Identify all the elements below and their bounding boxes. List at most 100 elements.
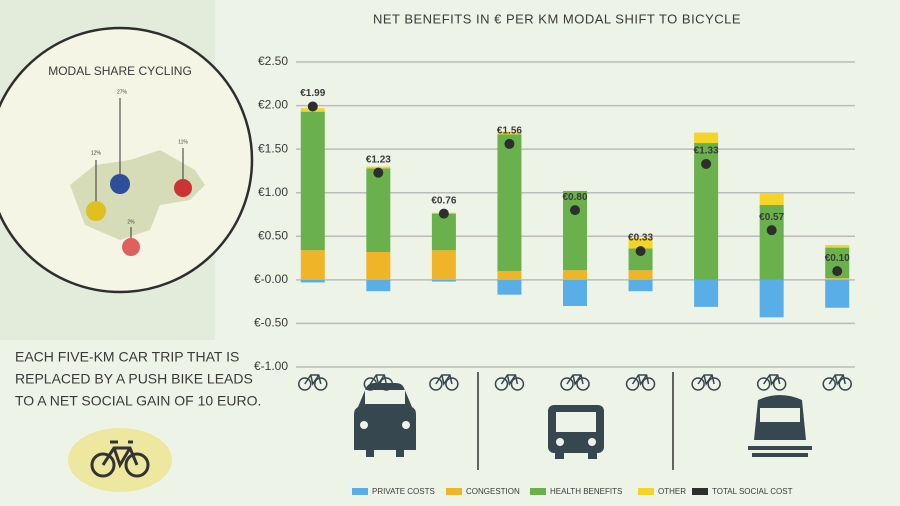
frame	[304, 374, 322, 386]
value-label: €0.33	[628, 233, 653, 244]
value-label: €0.80	[562, 192, 587, 203]
frame	[763, 374, 781, 386]
legend-label: PRIVATE COSTS	[372, 487, 435, 496]
bus-icon	[548, 405, 604, 459]
bike-icon	[822, 374, 852, 391]
legend-label: HEALTH BENEFITS	[550, 487, 622, 496]
frame	[828, 374, 846, 386]
wheel	[429, 377, 443, 391]
wheel	[838, 377, 852, 391]
value-label: €0.76	[431, 195, 456, 206]
total-dot	[307, 101, 318, 112]
flag-lu	[122, 238, 140, 256]
note-line: EACH FIVE-KM CAR TRIP THAT IS	[15, 349, 239, 365]
map-circle	[0, 26, 254, 294]
bar-segment	[563, 279, 587, 306]
bike-badge	[68, 428, 172, 492]
wheel	[625, 377, 640, 391]
map-label: 12%	[91, 150, 102, 156]
bar-segment	[300, 250, 325, 280]
bar-segment	[300, 279, 325, 283]
bar-segment	[628, 248, 653, 271]
wheel	[756, 377, 771, 391]
wheel	[494, 377, 509, 391]
map-label: 2%	[127, 219, 135, 225]
total-dot	[373, 167, 384, 178]
wheel	[707, 377, 721, 391]
frame	[369, 374, 388, 386]
frame	[435, 374, 453, 386]
bike-icon	[90, 440, 150, 478]
flag-nl	[110, 174, 130, 194]
legend-label: TOTAL SOCIAL COST	[712, 487, 793, 496]
bar-segment	[497, 271, 522, 280]
total-dot	[701, 158, 712, 169]
value-label: €0.10	[825, 253, 850, 264]
map-title: MODAL SHARE CYCLING	[48, 64, 192, 78]
total-dot	[766, 225, 777, 236]
bike-icon	[363, 374, 394, 391]
legend-swatch	[352, 488, 368, 495]
wheel	[641, 377, 656, 391]
total-dot	[504, 138, 515, 149]
total-dot	[832, 266, 843, 277]
wheel	[772, 377, 787, 391]
wheel	[314, 377, 328, 391]
note-line: REPLACED BY A PUSH BIKE LEADS	[15, 371, 253, 387]
bar-segment	[628, 270, 653, 280]
y-tick-label: €-1.00	[254, 359, 288, 373]
y-tick-label: €0.50	[258, 228, 288, 242]
y-tick-label: €1.00	[258, 185, 288, 199]
bar-segment	[825, 278, 850, 280]
frame	[631, 374, 650, 386]
wheel	[510, 377, 525, 391]
bar-segment	[628, 238, 653, 249]
map-label: 11%	[178, 139, 188, 145]
bar-segment	[431, 250, 456, 280]
bar-segment	[431, 279, 456, 282]
flag-ir	[174, 179, 192, 197]
y-tick-label: €-0.50	[254, 316, 288, 330]
bar-segment	[825, 245, 850, 248]
bar-segment	[431, 213, 456, 251]
bar-segment	[497, 134, 522, 272]
chart-title: NET BENEFITS IN € PER KM MODAL SHIFT TO …	[373, 11, 741, 26]
bike-icon	[298, 374, 328, 391]
legend-swatch	[530, 488, 546, 495]
bar-segment	[497, 131, 522, 135]
bar-segment	[628, 279, 653, 292]
bar-segment	[759, 204, 784, 280]
y-tick-label: €2.00	[258, 98, 288, 112]
frame	[566, 374, 584, 386]
legend-swatch	[692, 488, 708, 495]
legend-label: CONGESTION	[466, 487, 520, 496]
bike-icon	[494, 374, 525, 391]
wheel	[560, 377, 574, 391]
bar-segment	[825, 279, 850, 308]
total-dot	[635, 246, 646, 257]
bar-segment	[759, 193, 784, 205]
total-dot	[570, 205, 580, 216]
bar-segment	[366, 166, 391, 169]
train-icon	[748, 395, 812, 457]
bike-icon	[756, 374, 787, 391]
flag-be	[86, 201, 106, 221]
frame	[697, 374, 715, 386]
wheel	[576, 377, 590, 391]
value-label: €1.33	[694, 146, 719, 157]
wheel	[379, 377, 394, 391]
bar-segment	[300, 111, 325, 251]
bar-segment	[366, 279, 391, 292]
legend-swatch	[638, 488, 654, 495]
value-label: €0.57	[759, 212, 784, 223]
bike-icon	[429, 374, 459, 391]
y-tick-label: €-0.00	[254, 272, 288, 286]
separators	[477, 372, 674, 470]
bike-icon	[625, 374, 656, 391]
bar-segment	[759, 279, 784, 318]
total-dot	[438, 208, 449, 219]
note-line: TO A NET SOCIAL GAIN OF 10 EURO.	[15, 393, 261, 409]
wheel	[691, 377, 705, 391]
map-shape	[70, 150, 205, 240]
